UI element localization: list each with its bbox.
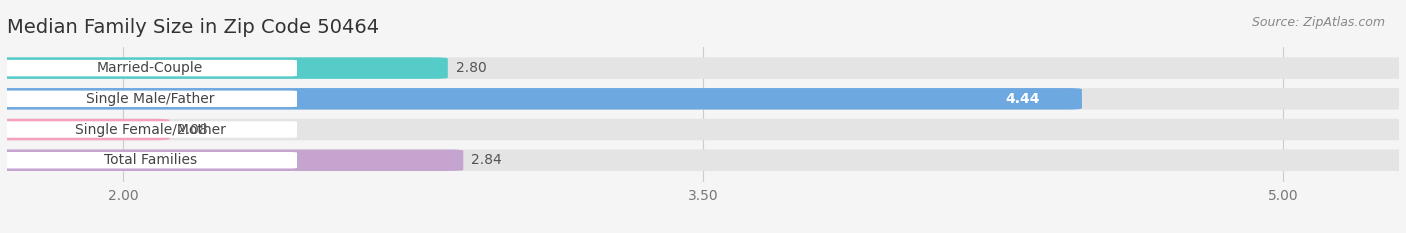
- FancyBboxPatch shape: [0, 88, 1406, 110]
- Text: Total Families: Total Families: [104, 153, 197, 167]
- Text: Median Family Size in Zip Code 50464: Median Family Size in Zip Code 50464: [7, 18, 380, 37]
- FancyBboxPatch shape: [0, 57, 447, 79]
- Text: Single Male/Father: Single Male/Father: [86, 92, 214, 106]
- Text: Single Female/Mother: Single Female/Mother: [75, 123, 225, 137]
- Text: Source: ZipAtlas.com: Source: ZipAtlas.com: [1251, 16, 1385, 29]
- Text: 2.08: 2.08: [177, 123, 208, 137]
- FancyBboxPatch shape: [0, 150, 464, 171]
- FancyBboxPatch shape: [3, 152, 297, 168]
- Text: Married-Couple: Married-Couple: [97, 61, 204, 75]
- FancyBboxPatch shape: [0, 57, 1406, 79]
- FancyBboxPatch shape: [0, 119, 170, 140]
- Text: 4.44: 4.44: [1005, 92, 1039, 106]
- FancyBboxPatch shape: [3, 121, 297, 138]
- FancyBboxPatch shape: [3, 60, 297, 76]
- FancyBboxPatch shape: [3, 91, 297, 107]
- Text: 2.80: 2.80: [456, 61, 486, 75]
- Text: 2.84: 2.84: [471, 153, 502, 167]
- FancyBboxPatch shape: [0, 150, 1406, 171]
- FancyBboxPatch shape: [0, 88, 1083, 110]
- FancyBboxPatch shape: [0, 119, 1406, 140]
